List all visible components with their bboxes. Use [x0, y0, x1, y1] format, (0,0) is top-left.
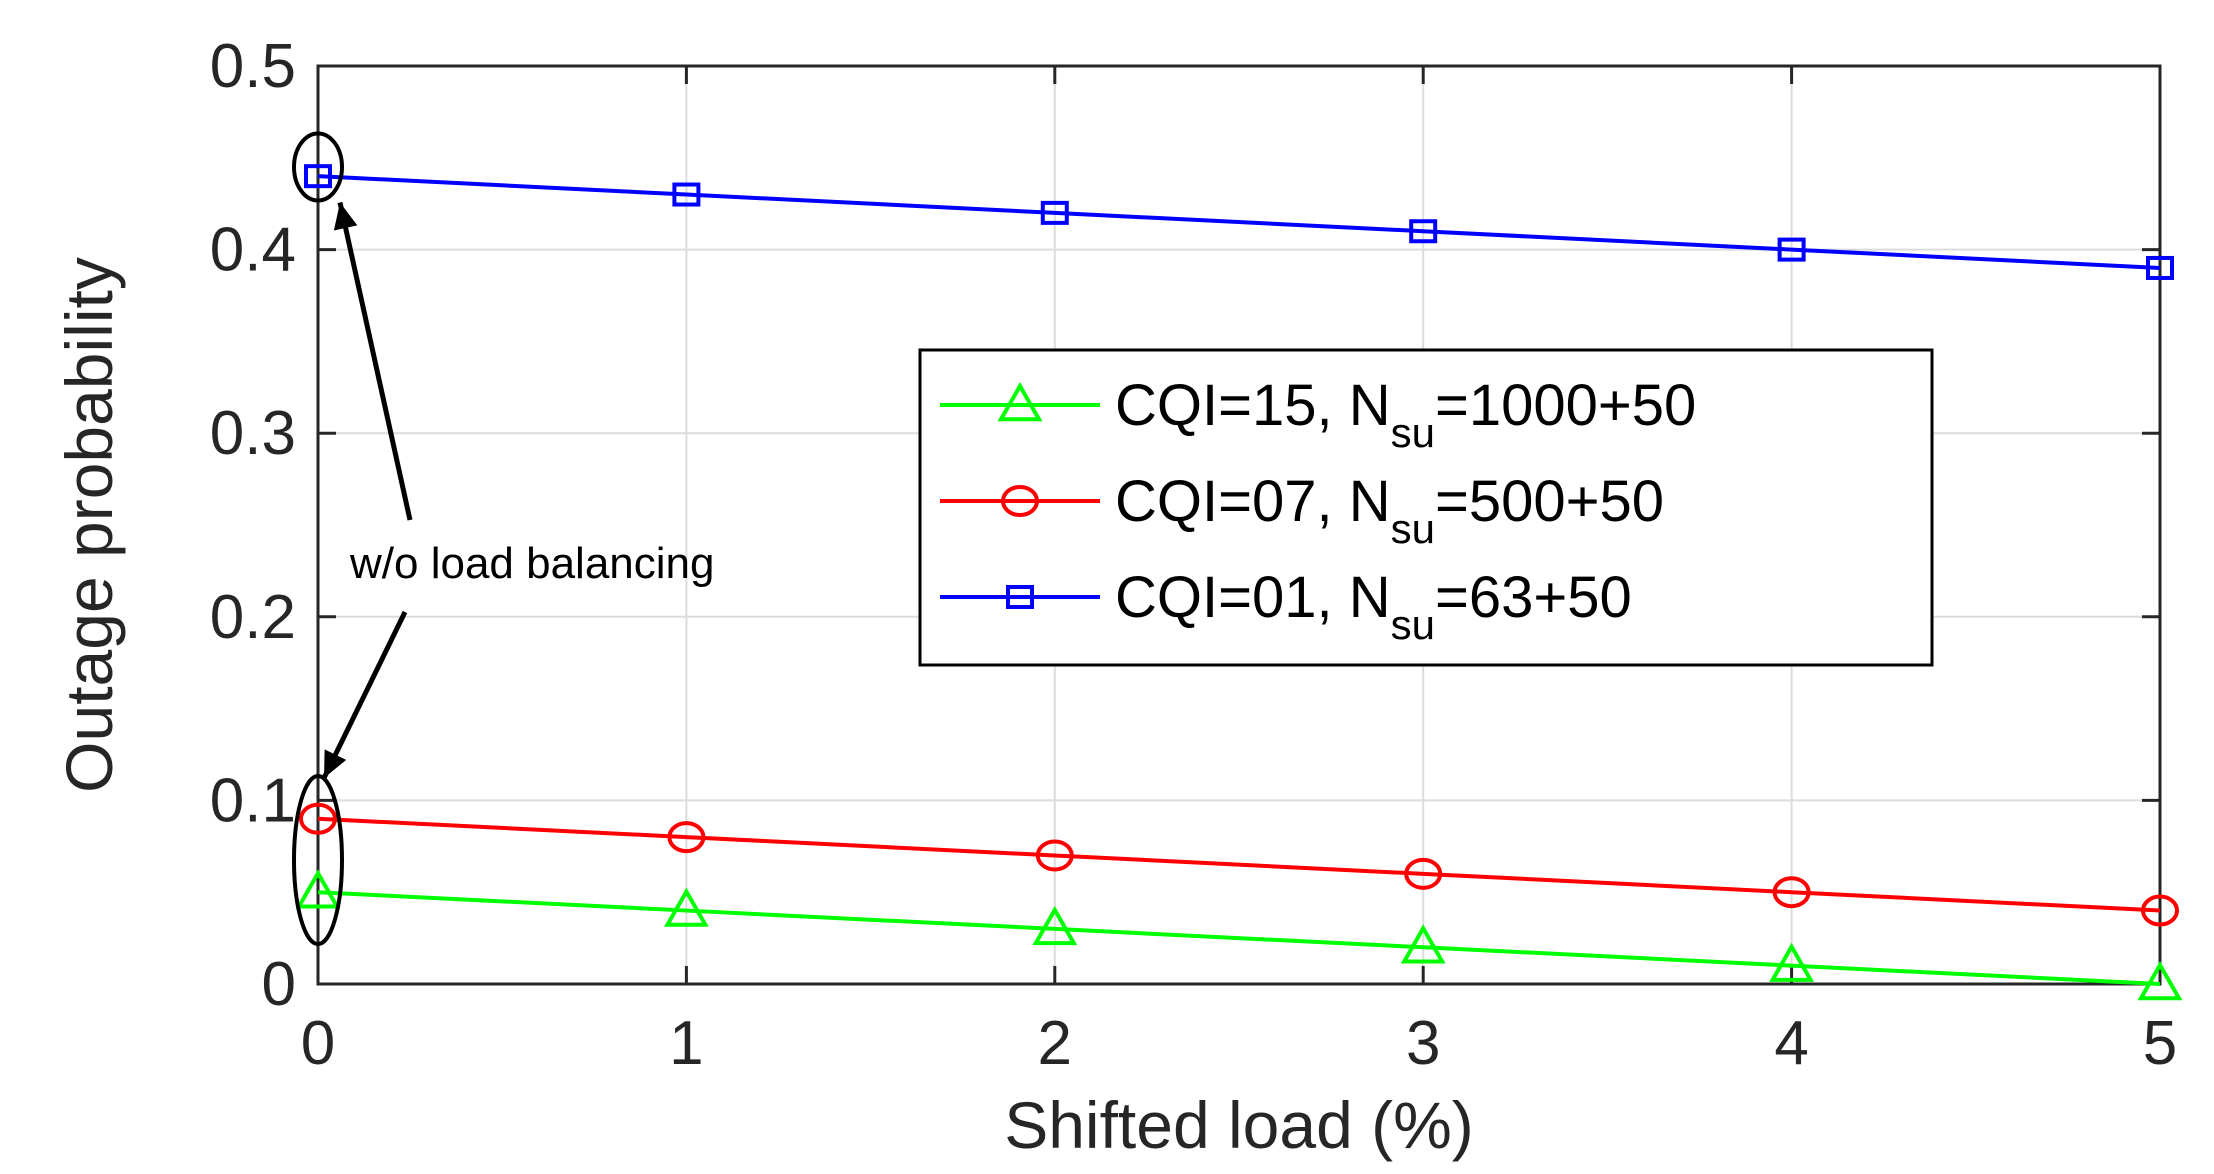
data-point [1772, 876, 1811, 909]
data-point [295, 869, 341, 909]
series-square [304, 164, 2174, 280]
y-tick-label: 0.5 [210, 32, 296, 101]
data-point [299, 802, 337, 835]
x-axis-label: Shifted load (%) [1004, 1088, 1474, 1162]
data-point [663, 887, 709, 927]
annotation-ellipse [292, 774, 344, 947]
x-tick-label: 3 [1406, 1009, 1440, 1078]
x-tick-label: 0 [301, 1009, 335, 1078]
series-line [317, 174, 2161, 270]
y-axis-label: Outage probability [52, 257, 126, 793]
data-point [1769, 942, 1815, 982]
x-tick-label: 4 [1774, 1009, 1808, 1078]
legend-label-main: CQI=07, N [1115, 469, 1391, 534]
x-tick-label: 5 [2143, 1009, 2177, 1078]
data-point [2141, 894, 2179, 927]
legend-marker [1006, 585, 1034, 609]
x-tick-label: 2 [1038, 1009, 1072, 1078]
annotation-text: w/o load balancing [349, 539, 714, 588]
legend-label-main: CQI=01, N [1115, 565, 1391, 630]
data-point [2137, 960, 2183, 1001]
annotation-arrow [337, 201, 413, 521]
data-point [304, 164, 332, 189]
legend-label-subscript: su [1391, 409, 1435, 456]
data-point [1409, 219, 1438, 244]
data-point [1035, 839, 1074, 872]
y-tick-label: 0.3 [210, 399, 296, 468]
data-point [1032, 905, 1078, 946]
y-tick-label: 0.1 [210, 766, 296, 835]
annotation-arrowhead [324, 749, 347, 779]
legend-marker [1001, 485, 1039, 517]
y-tick-label: 0 [262, 950, 296, 1019]
data-point [2146, 255, 2174, 280]
data-point [1400, 924, 1446, 964]
annotation: w/o load balancing [292, 131, 714, 947]
annotation-arrow [321, 610, 408, 780]
legend-label: CQI=15, Nsu=1000+50 [1115, 373, 1696, 456]
data-point [1404, 857, 1443, 890]
legend-entry: CQI=07, Nsu=500+50 [940, 469, 1664, 552]
annotation-ellipse [292, 131, 344, 203]
series-line [317, 816, 2161, 913]
data-point [667, 821, 706, 854]
data-point [1040, 200, 1069, 225]
axis-ticks: 0 1 2 3 4 5 0 0.1 0.2 0.3 0.4 0.5 [210, 32, 2177, 1078]
legend-label-tail: =63+50 [1435, 565, 1632, 630]
annotation-arrowhead [333, 202, 358, 231]
y-tick-label: 0.2 [210, 583, 296, 652]
legend-label: CQI=01, Nsu=63+50 [1115, 565, 1632, 648]
series-line [317, 890, 2161, 986]
legend-label-subscript: su [1391, 601, 1435, 648]
data-point [672, 182, 701, 207]
plot-area-frame [316, 64, 2162, 986]
legend-entry: CQI=15, Nsu=1000+50 [940, 373, 1696, 456]
y-tick-label: 0.4 [210, 216, 296, 285]
legend-marker [997, 381, 1043, 422]
series-circle [299, 802, 2179, 927]
legend-label-subscript: su [1391, 505, 1435, 552]
legend-entry: CQI=01, Nsu=63+50 [940, 565, 1632, 648]
legend-label-main: CQI=15, N [1115, 373, 1391, 438]
series-group [295, 164, 2183, 1001]
legend-box [918, 348, 1934, 667]
legend-label-tail: =1000+50 [1435, 373, 1696, 438]
legend-label: CQI=07, Nsu=500+50 [1115, 469, 1664, 552]
x-tick-label: 1 [669, 1009, 703, 1078]
series-triangle [295, 869, 2183, 1001]
data-point [1777, 237, 1806, 262]
legend-label-tail: =500+50 [1435, 469, 1664, 534]
